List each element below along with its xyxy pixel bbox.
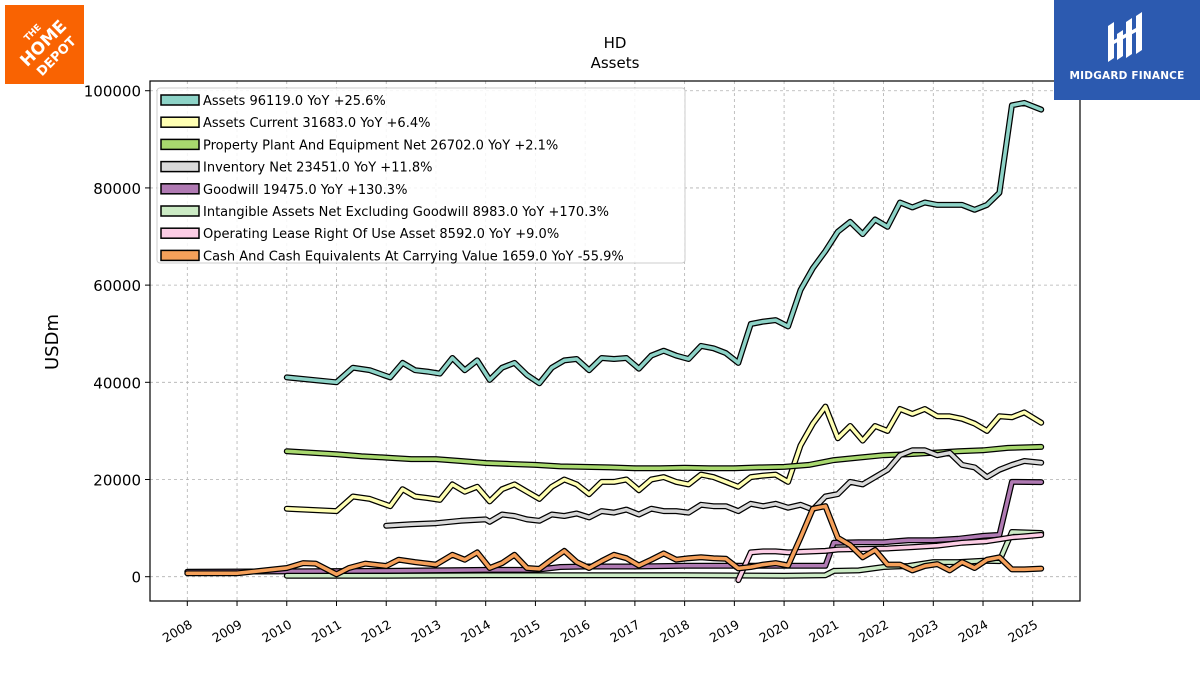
series-group <box>383 447 1045 529</box>
series-outline <box>184 478 1045 575</box>
x-tick-label: 2019 <box>707 617 742 646</box>
y-tick-label: 20000 <box>93 472 141 490</box>
y-axis-ticks: 0 20000 40000 60000 80000 100000 <box>84 83 150 587</box>
series-group <box>283 99 1045 387</box>
series-line <box>285 101 1043 386</box>
legend-swatch <box>160 94 200 106</box>
legend-swatch <box>160 116 200 128</box>
series-group <box>184 478 1045 575</box>
legend: Assets 96119.0 YoY +25.6% Assets Current … <box>156 87 686 264</box>
y-tick-label: 100000 <box>84 83 141 101</box>
x-tick-label: 2022 <box>856 617 891 646</box>
legend-label: Goodwill 19475.0 YoY +130.3% <box>203 183 407 198</box>
legend-label: Assets Current 31683.0 YoY +6.4% <box>203 116 430 131</box>
x-tick-label: 2010 <box>259 617 294 646</box>
x-tick-label: 2016 <box>558 617 593 646</box>
x-tick-label: 2012 <box>359 617 394 646</box>
x-tick-label: 2020 <box>757 617 792 646</box>
series-line <box>285 445 1043 471</box>
legend-swatch <box>160 205 200 217</box>
y-tick-label: 0 <box>131 569 141 587</box>
series-group <box>283 403 1045 515</box>
plot-frame <box>149 80 1081 602</box>
chart-subtitle: Assets <box>591 54 640 72</box>
legend-label: Cash And Cash Equivalents At Carrying Va… <box>203 249 624 264</box>
series-group <box>283 443 1045 472</box>
x-tick-label: 2015 <box>508 617 543 646</box>
series-line <box>185 504 1043 577</box>
legend-swatch <box>160 138 200 151</box>
x-tick-label: 2021 <box>806 617 841 646</box>
midgard-finance-logo: MIDGARD FINANCE <box>1054 0 1200 100</box>
x-tick-label: 2023 <box>906 617 941 646</box>
home-depot-logo: THE HOME DEPOT <box>5 5 84 84</box>
legend-swatch <box>160 249 200 262</box>
legend-label: Operating Lease Right Of Use Asset 8592.… <box>203 227 559 242</box>
legend-swatch <box>160 160 200 173</box>
x-tick-label: 2008 <box>160 617 195 646</box>
series-line <box>285 404 1043 513</box>
x-axis-ticks: 2008 2009 2010 2011 2012 2013 2014 2015 2016 2017… <box>160 601 1040 646</box>
legend-swatch <box>160 227 200 239</box>
series-line <box>185 480 1043 574</box>
y-tick-label: 60000 <box>93 277 141 295</box>
x-tick-label: 2018 <box>657 617 692 646</box>
x-tick-label: 2011 <box>309 617 344 646</box>
legend-label: Inventory Net 23451.0 YoY +11.8% <box>203 161 433 176</box>
chart-title: HD <box>604 34 627 52</box>
legend-label: Intangible Assets Net Excluding Goodwill… <box>203 205 609 220</box>
legend-swatch <box>160 183 200 195</box>
legend-label: Property Plant And Equipment Net 26702.0… <box>203 138 558 153</box>
y-axis-label: USDm <box>42 314 63 370</box>
x-tick-label: 2009 <box>209 617 244 646</box>
series-line <box>384 448 1043 528</box>
legend-box <box>156 87 686 264</box>
midgard-mark-icon <box>1108 12 1142 62</box>
y-tick-label: 80000 <box>93 180 141 198</box>
x-tick-label: 2025 <box>1005 617 1040 646</box>
series-layer <box>184 99 1045 584</box>
y-tick-label: 40000 <box>93 374 141 392</box>
x-tick-label: 2017 <box>607 617 642 646</box>
x-tick-label: 2024 <box>955 617 990 646</box>
legend-label: Assets 96119.0 YoY +25.6% <box>203 94 386 109</box>
x-tick-label: 2013 <box>408 617 443 646</box>
series-group <box>184 503 1045 578</box>
x-tick-label: 2014 <box>458 617 493 646</box>
midgard-finance-text: MIDGARD FINANCE <box>1069 70 1185 82</box>
